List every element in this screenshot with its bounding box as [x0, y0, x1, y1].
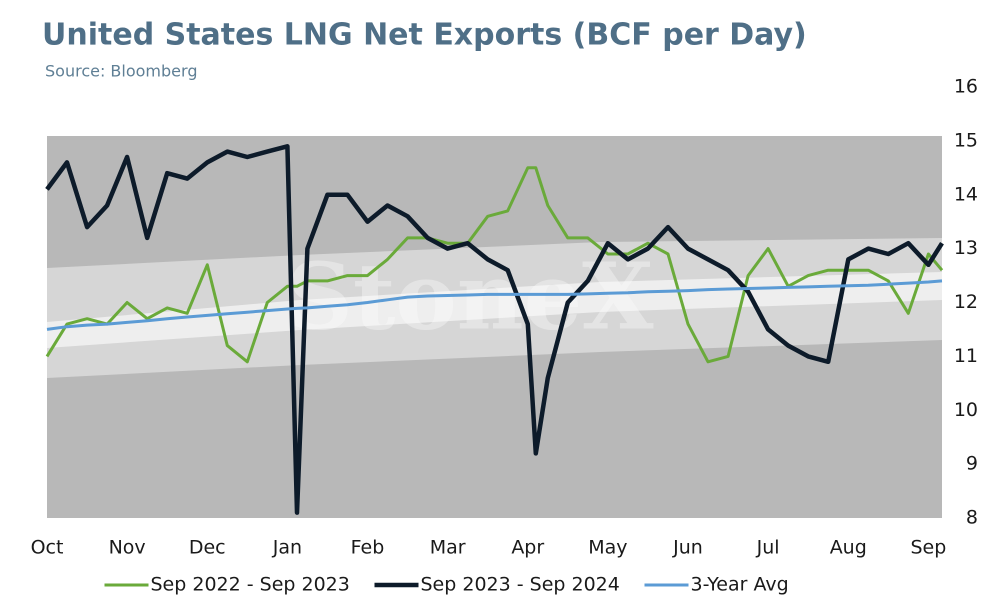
plot-background: [47, 136, 942, 518]
x-tick-label: May: [588, 537, 627, 559]
x-tick-label: Sep: [910, 537, 946, 559]
y-tick-label: 12: [954, 291, 978, 313]
x-tick-label: Aug: [830, 537, 867, 559]
watermark: StoneX: [286, 243, 654, 351]
range-band-center: [47, 272, 942, 348]
series-line: [45, 166, 944, 364]
y-tick-label: 9: [966, 453, 978, 475]
x-tick-label: Oct: [31, 537, 64, 559]
x-tick-label: Nov: [109, 537, 146, 559]
y-tick-label: 8: [966, 507, 978, 529]
x-tick-label: Jan: [272, 537, 302, 559]
chart-subtitle: Source: Bloomberg: [45, 62, 197, 81]
y-tick-label: 15: [954, 129, 978, 151]
y-tick-label: 13: [954, 237, 978, 259]
x-tick-label: Mar: [430, 537, 466, 559]
x-tick-label: Jul: [756, 537, 780, 559]
legend-label: Sep 2023 - Sep 2024: [421, 574, 620, 596]
legend-label: 3-Year Avg: [691, 574, 789, 596]
y-tick-label: 11: [954, 345, 978, 367]
series-line: [45, 144, 944, 515]
series-line: [46, 279, 943, 331]
y-tick-label: 16: [954, 76, 978, 98]
x-tick-label: Feb: [351, 537, 385, 559]
x-tick-label: Dec: [189, 537, 226, 559]
x-tick-label: Apr: [511, 537, 544, 559]
legend-label: Sep 2022 - Sep 2023: [151, 574, 350, 596]
y-tick-label: 14: [954, 183, 978, 205]
x-tick-label: Jun: [672, 537, 703, 559]
chart-title: United States LNG Net Exports (BCF per D…: [42, 18, 807, 53]
y-tick-label: 10: [954, 399, 978, 421]
